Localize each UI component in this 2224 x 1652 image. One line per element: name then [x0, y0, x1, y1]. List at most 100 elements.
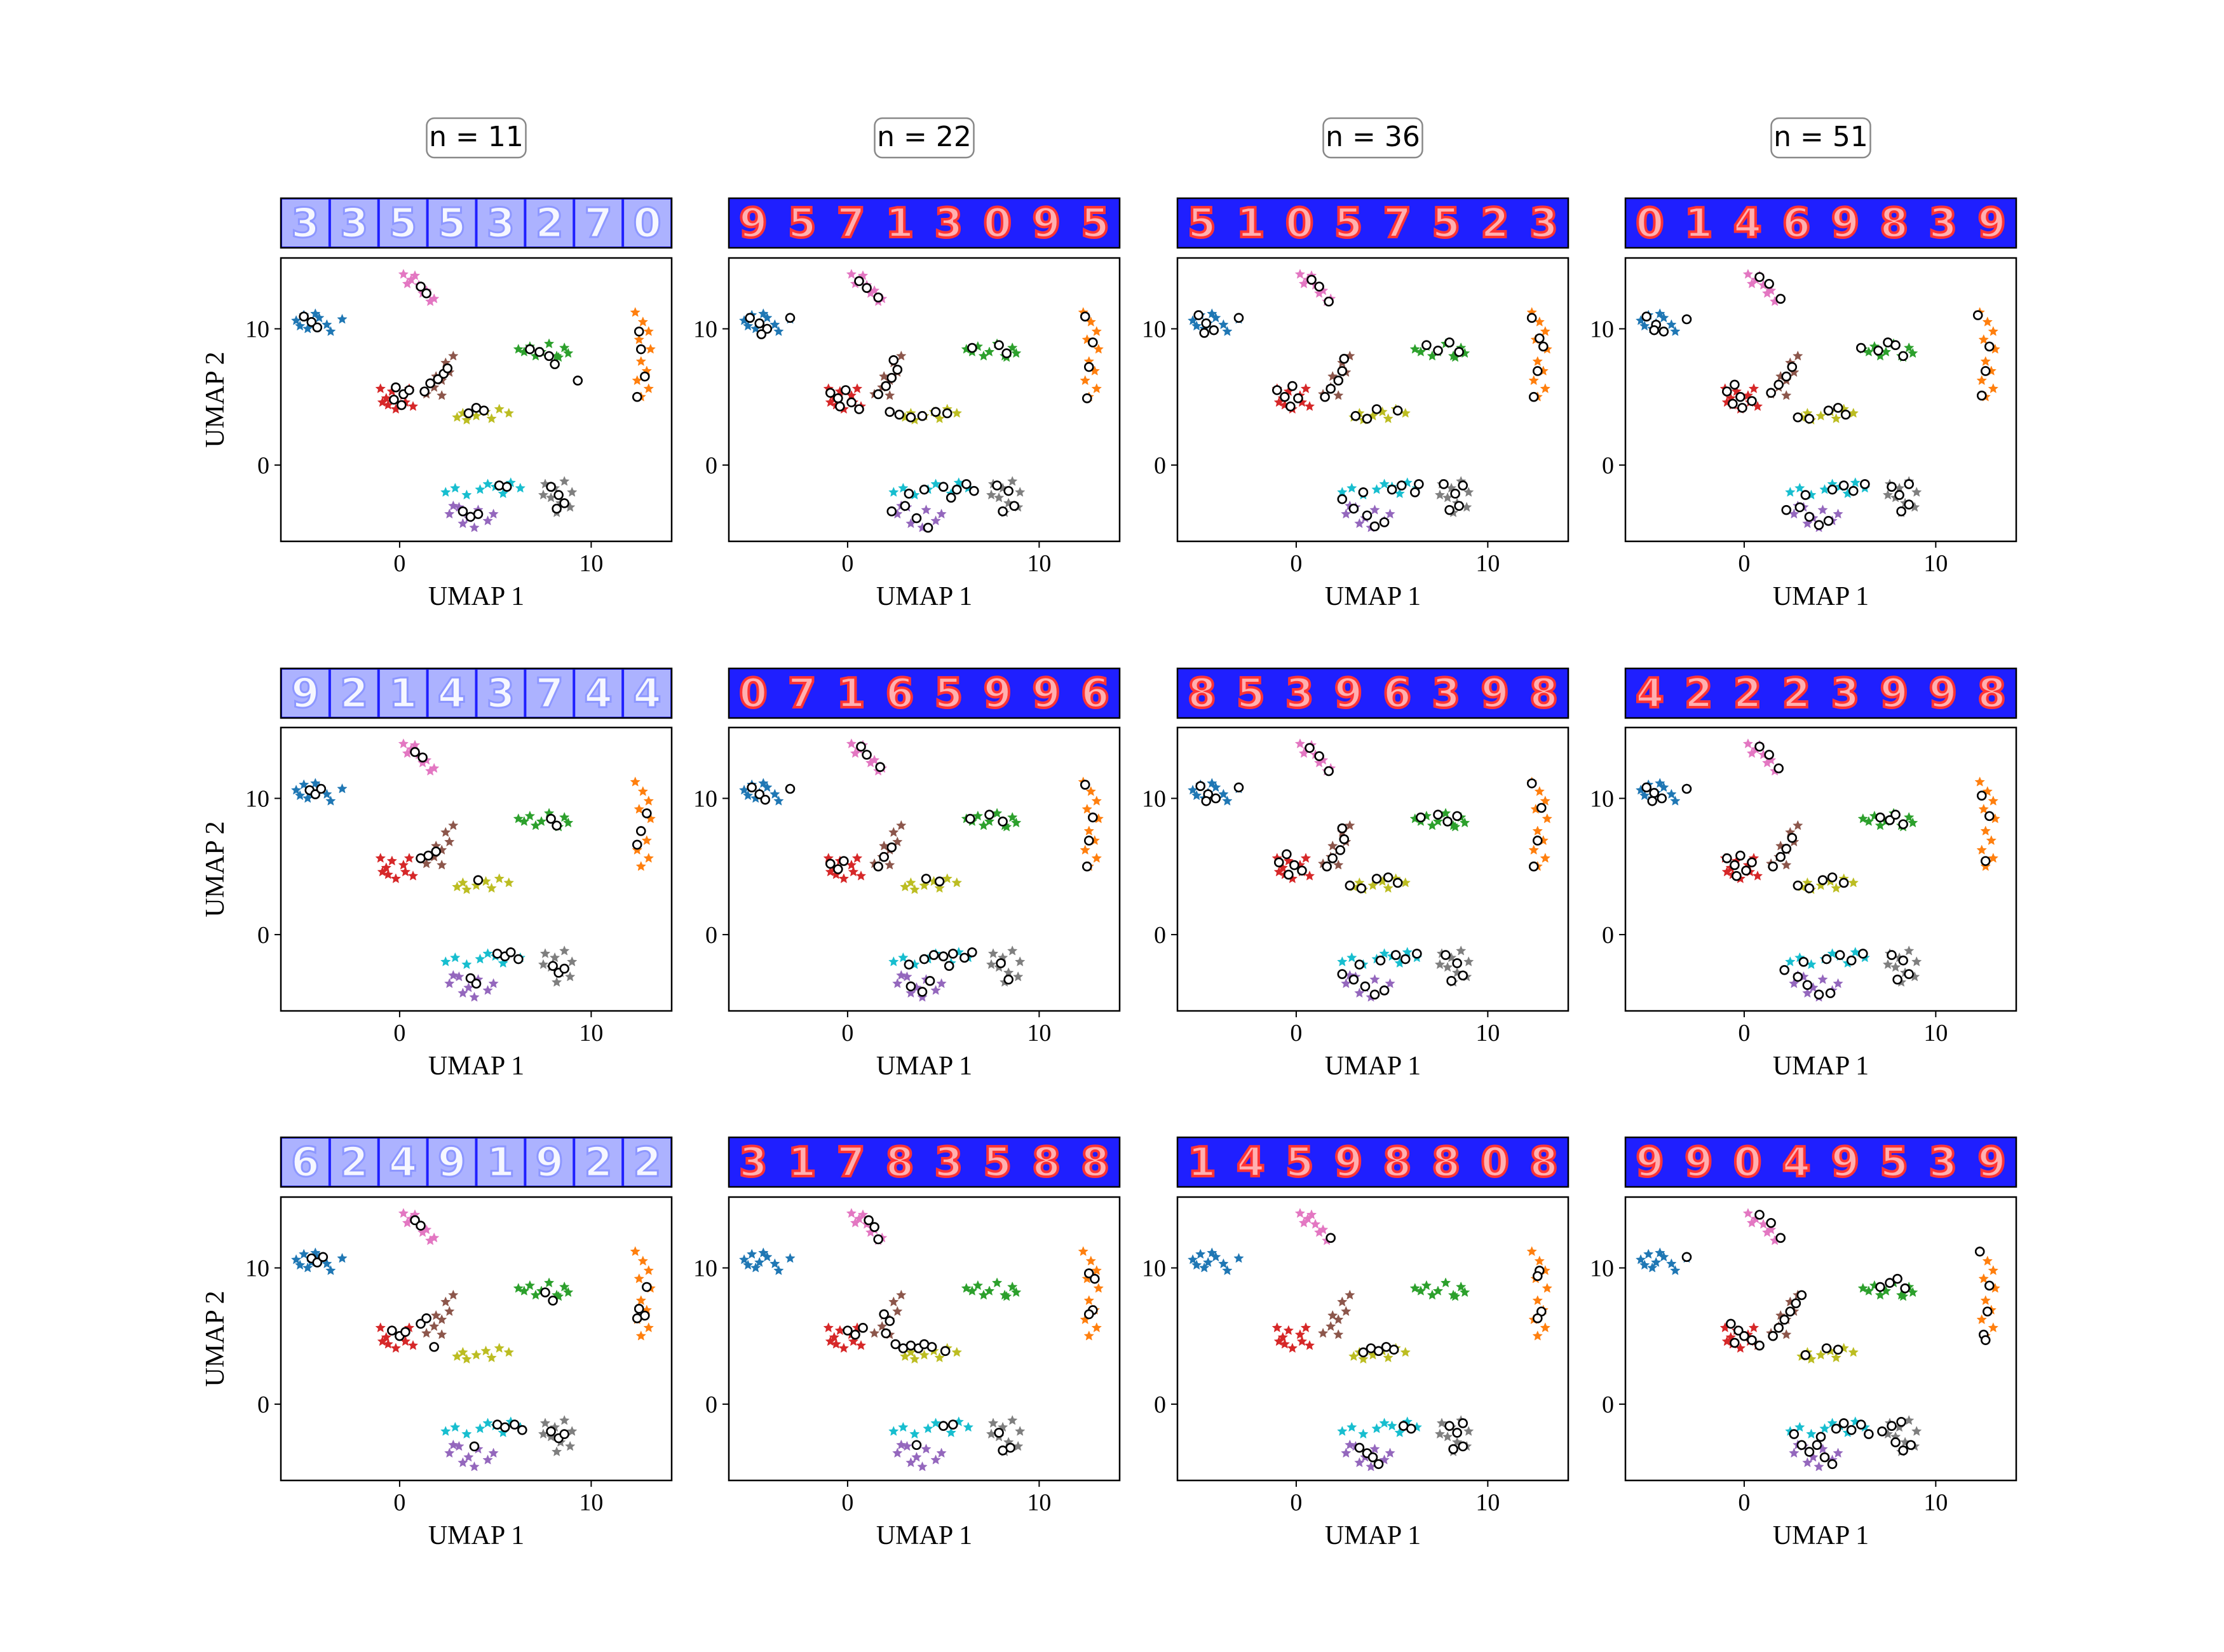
- selected-point: [1444, 1421, 1454, 1432]
- selected-point: [416, 1221, 426, 1231]
- selected-point: [873, 292, 883, 302]
- selected-point: [825, 858, 836, 869]
- selected-point: [1273, 857, 1284, 868]
- selected-point: [419, 386, 430, 396]
- class-star-0: [290, 1254, 302, 1264]
- class-star-4: [936, 508, 947, 519]
- selected-point: [946, 492, 956, 503]
- class-star-1: [1532, 1330, 1543, 1341]
- selected-point: [316, 783, 327, 794]
- class-star-5: [896, 350, 907, 361]
- selected-point: [854, 404, 864, 414]
- class-star-1: [1976, 1314, 1987, 1325]
- class-star-7: [1463, 487, 1474, 497]
- x-axis-label: UMAP 1: [428, 1521, 524, 1550]
- selected-point: [1081, 861, 1092, 872]
- class-star-3: [855, 870, 867, 881]
- class-star-0: [1639, 1259, 1650, 1270]
- digit-cell-haze: [379, 670, 426, 717]
- class-star-3: [848, 866, 859, 877]
- class-star-8: [934, 1352, 945, 1363]
- class-star-4: [1802, 987, 1813, 998]
- selected-point: [642, 808, 652, 818]
- selected-point: [919, 484, 930, 495]
- selected-point: [1412, 949, 1422, 959]
- selected-point: [442, 363, 453, 374]
- class-star-7: [566, 956, 578, 966]
- strip-digit: 0: [1636, 200, 1664, 247]
- class-star-1: [1980, 1295, 1991, 1305]
- selected-point: [1730, 1337, 1740, 1348]
- selected-point: [1838, 480, 1849, 491]
- class-star-3: [1283, 1325, 1294, 1336]
- class-star-7: [987, 948, 999, 958]
- class-star-7: [1442, 1431, 1453, 1442]
- class-star-1: [1528, 375, 1539, 386]
- selected-point: [879, 1309, 889, 1320]
- strip-digit: 3: [1831, 670, 1860, 717]
- class-star-8: [1831, 413, 1841, 424]
- class-star-5: [444, 1306, 455, 1317]
- strip-digit: 6: [1081, 670, 1109, 717]
- strip-digit: 5: [1432, 200, 1461, 247]
- selected-point: [930, 407, 941, 417]
- plot-area: [729, 1197, 1120, 1480]
- class-star-2: [524, 810, 536, 821]
- class-star-9: [1850, 947, 1861, 957]
- selected-point: [1827, 872, 1838, 883]
- selected-point: [785, 313, 796, 323]
- strip-digit: 0: [633, 200, 661, 247]
- class-star-1: [1986, 835, 1997, 845]
- class-star-2: [1432, 816, 1444, 826]
- y-tick-label: 0: [1602, 1391, 1614, 1418]
- class-star-6: [865, 757, 876, 768]
- y-tick-label: 10: [693, 316, 717, 343]
- digit-cell-haze: [477, 200, 524, 247]
- class-star-6: [1310, 1219, 1321, 1229]
- selected-point: [1890, 809, 1901, 820]
- class-star-0: [770, 319, 780, 330]
- class-star-6: [398, 738, 409, 748]
- selected-point: [1414, 479, 1424, 489]
- class-star-9: [1819, 1423, 1830, 1433]
- class-star-2: [543, 1277, 555, 1288]
- strip-digit: 6: [886, 670, 914, 717]
- y-tick-label: 0: [1154, 452, 1166, 479]
- selected-point: [1001, 348, 1012, 358]
- class-star-0: [1222, 796, 1233, 806]
- class-star-9: [1794, 1421, 1805, 1432]
- class-star-1: [1083, 1330, 1095, 1341]
- class-star-4: [930, 1454, 941, 1465]
- class-star-9: [888, 1426, 899, 1436]
- class-star-3: [1752, 870, 1763, 881]
- selected-point: [1974, 1246, 1985, 1257]
- class-star-8: [1815, 1350, 1826, 1360]
- selected-point: [431, 846, 441, 856]
- selected-point: [754, 789, 765, 799]
- y-tick-label: 0: [1154, 922, 1166, 949]
- x-tick-label: 10: [1475, 1489, 1500, 1516]
- digit-cell-haze: [330, 670, 377, 717]
- class-star-6: [424, 1235, 436, 1245]
- selected-point: [1812, 1440, 1822, 1451]
- class-star-2: [1449, 821, 1461, 832]
- selected-point: [1350, 410, 1361, 421]
- class-star-6: [409, 270, 421, 280]
- class-star-0: [758, 778, 769, 788]
- selected-point: [1362, 414, 1373, 424]
- class-star-5: [1341, 1306, 1352, 1317]
- selected-point: [1860, 479, 1870, 489]
- class-star-8: [951, 407, 963, 418]
- class-star-9: [1806, 1428, 1817, 1439]
- class-star-2: [524, 1280, 536, 1290]
- digit-cell-haze: [282, 200, 329, 247]
- class-star-5: [888, 827, 899, 837]
- strip-digit: 9: [1880, 670, 1909, 717]
- selected-point: [1833, 1344, 1843, 1355]
- class-star-1: [645, 344, 656, 354]
